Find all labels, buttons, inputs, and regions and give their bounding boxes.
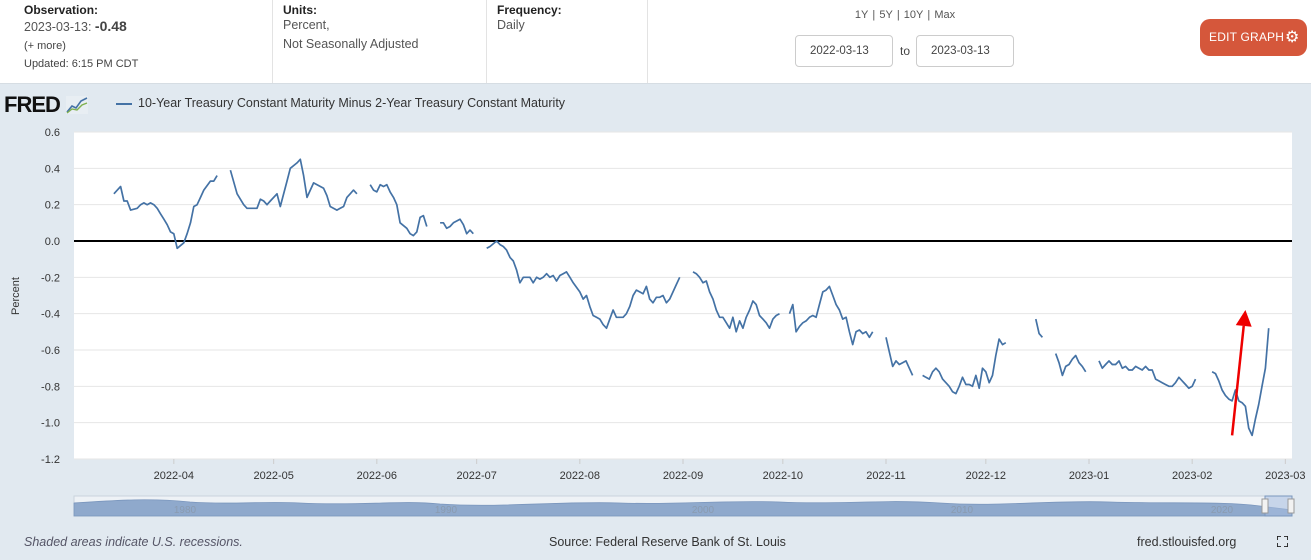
arrow-shaft [1230, 325, 1245, 436]
x-tick-label: 2022-05 [253, 470, 293, 482]
end-date-input[interactable]: 2023-03-13 [916, 35, 1014, 67]
annotation-arrow [1230, 310, 1252, 436]
x-tick-label: 2023-02 [1172, 470, 1212, 482]
navigator-year-label: 1980 [174, 505, 197, 516]
gear-icon: ⚙ [1285, 29, 1300, 46]
series-segment [1034, 318, 1044, 338]
series-segment [922, 338, 1007, 395]
observation-date: 2023-03-13: [24, 20, 92, 34]
fred-chart-icon [66, 96, 89, 114]
x-tick-label: 2022-08 [560, 470, 600, 482]
units-panel: Units: Percent, Not Seasonally Adjusted [273, 0, 487, 83]
plot-area [74, 132, 1292, 459]
x-tick-label: 2023-03 [1265, 470, 1305, 482]
navigator-year-label: 2020 [1211, 505, 1234, 516]
units-line2: Not Seasonally Adjusted [283, 37, 419, 51]
range-selector: 1Y | 5Y | 10Y | Max [854, 9, 956, 21]
series-segment [788, 285, 874, 346]
series-segment [692, 271, 780, 333]
x-tick-label: 2023-01 [1069, 470, 1109, 482]
x-tick-label: 2022-07 [456, 470, 496, 482]
range-5y[interactable]: 5Y [879, 9, 893, 21]
info-bar: Observation: 2023-03-13: -0.48 (+ more) … [0, 0, 1311, 84]
frequency-panel: Frequency: Daily [487, 0, 648, 83]
series-segment [1054, 353, 1087, 377]
units-label: Units: [283, 3, 317, 17]
y-tick-label: -0.2 [41, 272, 60, 284]
navigator-right-handle[interactable] [1287, 498, 1295, 514]
navigator-left-handle[interactable] [1261, 498, 1269, 514]
y-tick-label: -0.4 [41, 309, 60, 321]
edit-graph-button[interactable]: EDIT GRAPH ⚙ [1200, 19, 1307, 56]
y-axis: 0.6 0.4 0.2 0.0 -0.2 -0.4 -0.6 -0.8 -1.0 -1.2 [41, 127, 60, 466]
date-to-label: to [900, 44, 911, 58]
x-tick-label: 2022-04 [154, 470, 194, 482]
series-segment [369, 183, 428, 237]
frequency-label: Frequency: [497, 3, 562, 17]
series-segment [440, 218, 474, 235]
navigator[interactable]: 1980 1990 2000 2010 2020 [73, 495, 1295, 517]
frequency-value: Daily [497, 18, 525, 32]
x-tick-label: 2022-10 [763, 470, 803, 482]
x-tick-label: 2022-11 [866, 470, 906, 482]
series-segment [885, 337, 914, 376]
range-max[interactable]: Max [934, 9, 956, 21]
range-10y[interactable]: 10Y [903, 9, 924, 21]
legend-line-swatch [116, 103, 132, 105]
edit-graph-label: EDIT GRAPH [1209, 30, 1285, 44]
observation-label: Observation: [24, 3, 99, 17]
y-tick-label: -0.8 [41, 381, 60, 393]
units-line1: Percent, [283, 18, 330, 32]
navigator-year-label: 2000 [692, 505, 715, 516]
x-tick-label: 2022-12 [966, 470, 1006, 482]
site-link[interactable]: fred.stlouisfed.org [1137, 535, 1237, 549]
fred-logo[interactable]: FRED [4, 92, 89, 118]
x-tick-label: 2022-09 [663, 470, 703, 482]
series-segment [1211, 328, 1270, 437]
x-tick-label: 2022-06 [357, 470, 397, 482]
series-segment [1098, 360, 1197, 390]
recession-note: Shaded areas indicate U.S. recessions. [24, 535, 243, 549]
navigator-year-label: 1990 [435, 505, 458, 516]
y-tick-label: 0.2 [45, 200, 60, 212]
series-segment [229, 158, 358, 211]
y-tick-label: -1.2 [41, 454, 60, 466]
series-line [113, 158, 1270, 437]
start-date-input[interactable]: 2022-03-13 [795, 35, 893, 67]
y-tick-label: -1.0 [41, 418, 60, 430]
y-tick-label: 0.0 [45, 236, 60, 248]
y-axis-title: Percent [10, 277, 22, 315]
y-tick-label: 0.4 [45, 163, 60, 175]
y-tick-label: 0.6 [45, 127, 60, 139]
series-segment [486, 240, 681, 330]
fred-logo-text: FRED [4, 92, 61, 117]
observation-value-line: 2023-03-13: -0.48 [24, 18, 127, 34]
observation-updated: Updated: 6:15 PM CDT [24, 58, 139, 70]
range-1y[interactable]: 1Y [854, 9, 869, 21]
y-tick-label: -0.6 [41, 345, 60, 357]
series-segment [113, 175, 218, 250]
legend-series-title[interactable]: 10-Year Treasury Constant Maturity Minus… [138, 96, 566, 110]
x-axis: 2022-04 2022-05 2022-06 2022-07 2022-08 2022-… [154, 459, 1306, 482]
observation-value: -0.48 [94, 18, 127, 34]
fullscreen-icon[interactable] [1277, 536, 1288, 547]
source-note: Source: Federal Reserve Bank of St. Loui… [549, 535, 786, 549]
navigator-year-label: 2010 [951, 505, 974, 516]
arrow-head [1235, 310, 1252, 327]
navigator-history-area [73, 499, 1293, 517]
observation-panel: Observation: 2023-03-13: -0.48 (+ more) … [0, 0, 273, 83]
observation-more-link[interactable]: (+ more) [24, 40, 66, 52]
